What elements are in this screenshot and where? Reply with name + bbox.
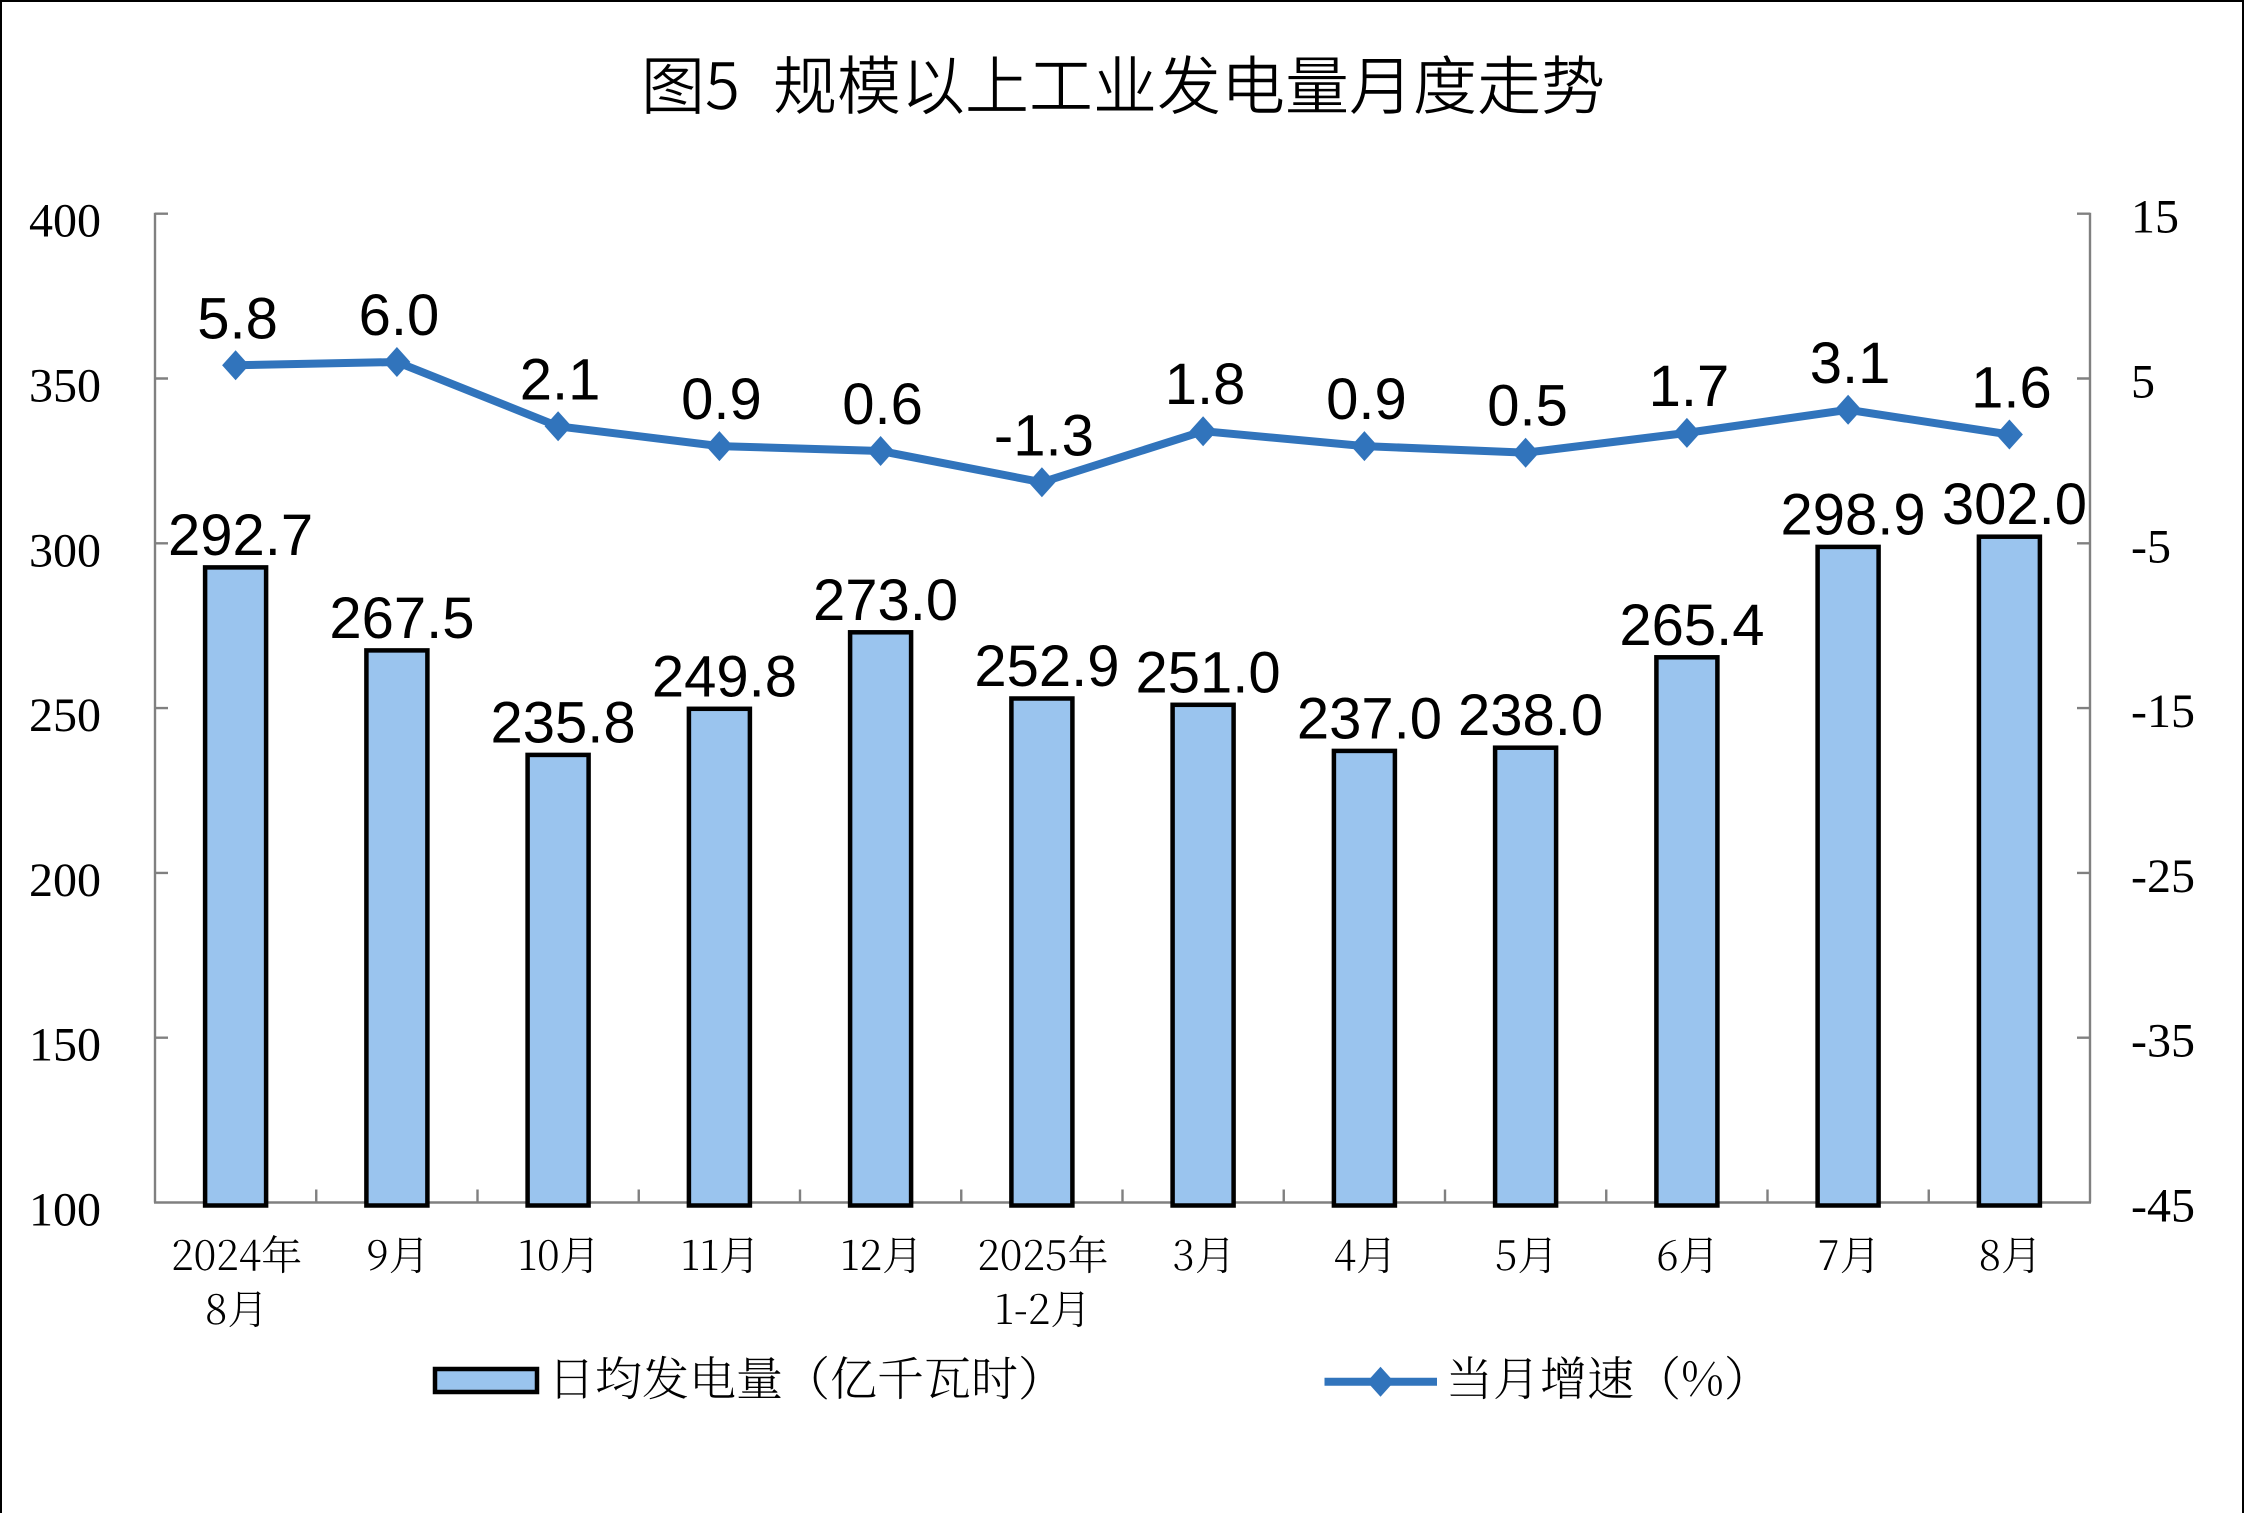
svg-text:235.8: 235.8 [491,690,636,755]
svg-text:5.8: 5.8 [197,286,278,351]
svg-text:237.0: 237.0 [1297,686,1442,751]
svg-text:-5: -5 [2131,520,2171,573]
svg-text:302.0: 302.0 [1942,472,2087,537]
svg-text:3.1: 3.1 [1810,331,1891,396]
svg-text:400: 400 [29,195,101,248]
svg-text:252.9: 252.9 [974,634,1119,699]
svg-text:251.0: 251.0 [1136,640,1281,705]
svg-text:1.7: 1.7 [1649,354,1730,419]
svg-text:5: 5 [2131,356,2155,409]
svg-text:273.0: 273.0 [813,568,958,633]
svg-text:0.6: 0.6 [842,372,923,437]
svg-text:0.5: 0.5 [1487,374,1568,439]
svg-text:-15: -15 [2131,685,2195,738]
svg-text:292.7: 292.7 [168,503,313,568]
svg-text:0.9: 0.9 [1326,367,1407,432]
svg-text:300: 300 [29,524,101,577]
svg-text:150: 150 [29,1019,101,1072]
svg-text:-1.3: -1.3 [994,403,1094,468]
svg-text:249.8: 249.8 [652,644,797,709]
svg-text:250: 250 [29,689,101,742]
svg-text:1.6: 1.6 [1971,356,2052,421]
svg-text:-25: -25 [2131,850,2195,903]
svg-text:350: 350 [29,360,101,413]
svg-text:1.8: 1.8 [1165,352,1246,417]
svg-text:200: 200 [29,854,101,907]
svg-text:-35: -35 [2131,1015,2195,1068]
svg-text:-45: -45 [2131,1180,2195,1233]
svg-text:15: 15 [2131,191,2179,244]
svg-text:298.9: 298.9 [1781,482,1926,547]
svg-text:6.0: 6.0 [359,283,440,348]
svg-text:100: 100 [29,1184,101,1237]
svg-text:0.9: 0.9 [681,367,762,432]
svg-text:2.1: 2.1 [520,347,601,412]
svg-text:238.0: 238.0 [1458,683,1603,748]
svg-text:265.4: 265.4 [1619,593,1764,658]
svg-text:267.5: 267.5 [329,586,474,651]
